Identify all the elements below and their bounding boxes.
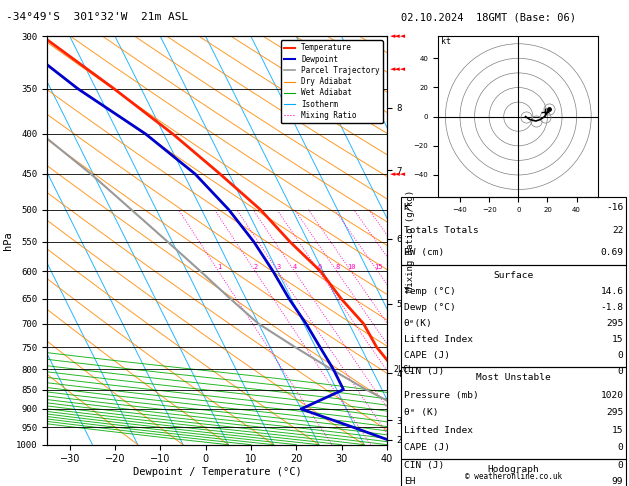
Text: PW (cm): PW (cm) [404, 248, 444, 257]
Text: Temp (°C): Temp (°C) [404, 287, 455, 296]
Text: kt: kt [441, 37, 451, 46]
Text: Dewp (°C): Dewp (°C) [404, 303, 455, 312]
Text: 295: 295 [606, 408, 623, 417]
Text: 15: 15 [612, 426, 623, 435]
Text: ◄◄◄: ◄◄◄ [390, 171, 406, 177]
Text: 8: 8 [335, 264, 340, 270]
Text: Hodograph: Hodograph [487, 465, 540, 474]
Text: Most Unstable: Most Unstable [476, 373, 551, 382]
Text: CAPE (J): CAPE (J) [404, 351, 450, 361]
Text: EH: EH [404, 477, 415, 486]
Text: 0: 0 [618, 443, 623, 452]
Text: θᵉ (K): θᵉ (K) [404, 408, 438, 417]
Text: Lifted Index: Lifted Index [404, 426, 473, 435]
Text: CAPE (J): CAPE (J) [404, 443, 450, 452]
Text: 0: 0 [618, 351, 623, 361]
Text: 4: 4 [293, 264, 298, 270]
Text: -16: -16 [606, 203, 623, 212]
Text: 14.6: 14.6 [600, 287, 623, 296]
Text: Surface: Surface [494, 271, 533, 280]
X-axis label: Dewpoint / Temperature (°C): Dewpoint / Temperature (°C) [133, 467, 301, 477]
Text: 15: 15 [612, 335, 623, 345]
Text: © weatheronline.co.uk: © weatheronline.co.uk [465, 472, 562, 481]
Text: 1: 1 [217, 264, 221, 270]
Text: 10: 10 [348, 264, 356, 270]
Text: 2: 2 [253, 264, 258, 270]
Text: Pressure (mb): Pressure (mb) [404, 391, 479, 400]
Text: Lifted Index: Lifted Index [404, 335, 473, 345]
Text: -34°49'S  301°32'W  21m ASL: -34°49'S 301°32'W 21m ASL [6, 12, 189, 22]
Text: CIN (J): CIN (J) [404, 461, 444, 470]
Text: -1.8: -1.8 [600, 303, 623, 312]
Text: ◄◄◄: ◄◄◄ [390, 66, 406, 72]
Text: 3: 3 [277, 264, 281, 270]
Text: 2LCL: 2LCL [394, 364, 414, 374]
Text: 0: 0 [618, 367, 623, 377]
Text: CIN (J): CIN (J) [404, 367, 444, 377]
Y-axis label: hPa: hPa [3, 231, 13, 250]
Text: θᵉ(K): θᵉ(K) [404, 319, 433, 329]
Text: 0.69: 0.69 [600, 248, 623, 257]
Text: ◄◄◄: ◄◄◄ [390, 34, 406, 39]
Text: 15: 15 [374, 264, 383, 270]
Y-axis label: Mixing Ratio (g/kg): Mixing Ratio (g/kg) [406, 190, 415, 292]
Text: 0: 0 [618, 461, 623, 470]
Text: K: K [404, 203, 409, 212]
Text: 6: 6 [318, 264, 322, 270]
Text: Totals Totals: Totals Totals [404, 226, 479, 235]
Text: 1020: 1020 [600, 391, 623, 400]
Text: 02.10.2024  18GMT (Base: 06): 02.10.2024 18GMT (Base: 06) [401, 12, 576, 22]
Legend: Temperature, Dewpoint, Parcel Trajectory, Dry Adiabat, Wet Adiabat, Isotherm, Mi: Temperature, Dewpoint, Parcel Trajectory… [281, 40, 383, 123]
Text: 295: 295 [606, 319, 623, 329]
Text: 22: 22 [612, 226, 623, 235]
Text: 99: 99 [612, 477, 623, 486]
